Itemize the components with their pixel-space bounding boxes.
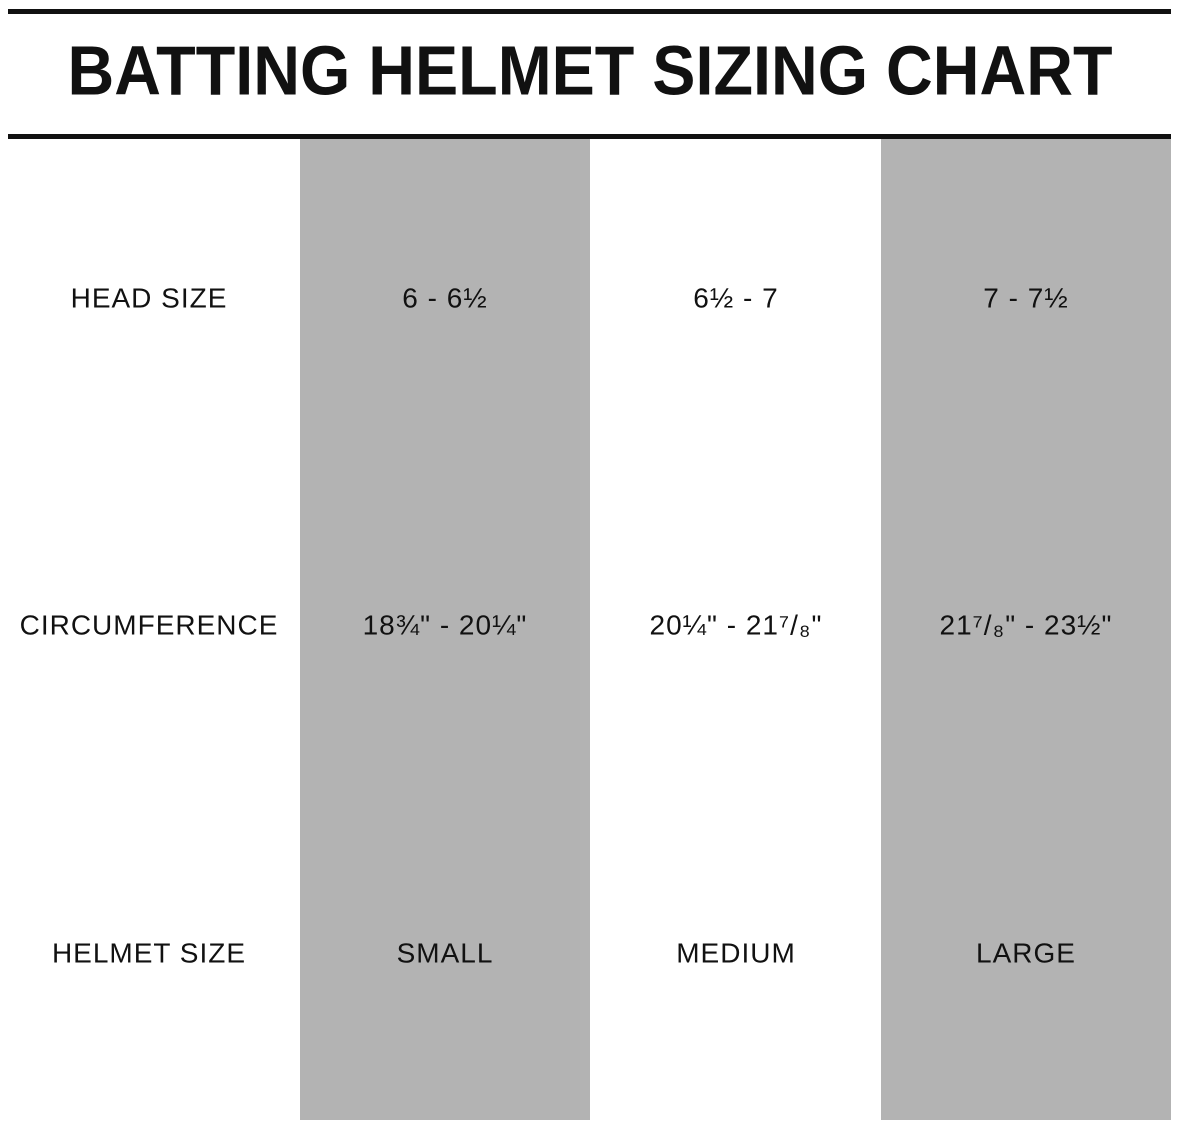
table-cell: MEDIUM [676, 937, 796, 968]
row-label: HEAD SIZE [71, 282, 228, 313]
table-cell: SMALL [397, 937, 494, 968]
table-cell: LARGE [976, 937, 1076, 968]
column-band [300, 139, 590, 1120]
table-cell: 20¼" - 21⁷/₈" [650, 609, 823, 640]
top-rule [8, 9, 1171, 14]
chart-title: BATTING HELMET SIZING CHART [68, 31, 1113, 109]
table-cell: 6 - 6½ [402, 282, 487, 313]
row-label: HELMET SIZE [52, 937, 246, 968]
table-cell: 21⁷/₈" - 23½" [940, 609, 1113, 640]
table-cell: 7 - 7½ [983, 282, 1068, 313]
row-label: CIRCUMFERENCE [20, 609, 279, 640]
table-cell: 18¾" - 20¼" [363, 609, 528, 640]
header-rule [8, 134, 1171, 139]
table-cell: 6½ - 7 [693, 282, 778, 313]
column-band [881, 139, 1171, 1120]
